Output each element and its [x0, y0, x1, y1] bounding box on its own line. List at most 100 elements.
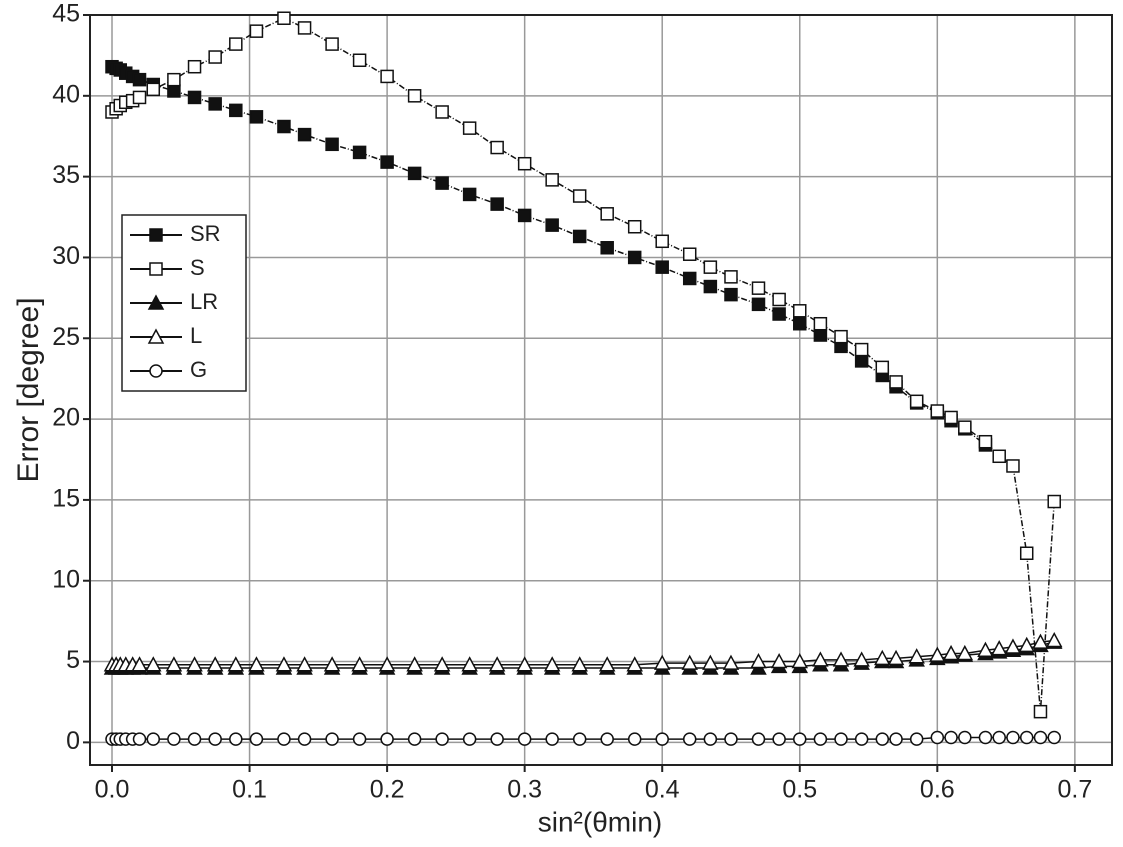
marker — [208, 97, 222, 111]
marker — [889, 375, 903, 389]
marker — [461, 656, 478, 672]
marker — [352, 53, 367, 68]
marker — [545, 218, 559, 232]
marker — [1032, 633, 1049, 649]
marker — [380, 155, 394, 169]
x-axis-label: sin²(θmin) — [538, 806, 662, 837]
marker — [875, 732, 890, 746]
marker — [351, 656, 368, 672]
marker — [380, 732, 394, 746]
legend-label: SR — [190, 221, 221, 246]
marker — [147, 328, 165, 344]
marker — [380, 69, 394, 84]
marker — [517, 732, 532, 746]
marker — [992, 449, 1006, 464]
marker — [992, 730, 1006, 745]
marker — [187, 59, 202, 74]
y-tick-label: 45 — [52, 0, 80, 28]
marker — [909, 732, 924, 746]
marker — [703, 260, 718, 274]
marker — [249, 110, 264, 124]
legend-label: LR — [190, 289, 218, 314]
marker — [208, 50, 222, 64]
marker — [167, 84, 181, 98]
marker — [517, 208, 532, 223]
x-tick-label: 0.2 — [370, 776, 405, 804]
marker — [791, 652, 809, 669]
marker — [296, 656, 313, 672]
marker — [751, 281, 766, 295]
marker — [600, 241, 614, 255]
y-tick-label: 0 — [66, 727, 80, 755]
marker — [435, 176, 449, 190]
marker — [854, 732, 869, 746]
marker — [187, 732, 202, 746]
marker — [149, 364, 163, 378]
marker — [978, 730, 993, 745]
marker — [682, 732, 697, 746]
marker — [853, 651, 870, 667]
marker — [1047, 494, 1061, 509]
marker — [249, 24, 264, 38]
y-tick-label: 35 — [52, 161, 80, 189]
marker — [1006, 459, 1020, 473]
marker — [325, 137, 339, 152]
marker — [572, 189, 587, 203]
plot-frame — [89, 14, 1113, 766]
marker — [958, 420, 972, 434]
marker — [297, 21, 312, 35]
marker — [978, 434, 993, 449]
marker — [206, 656, 224, 672]
marker — [813, 316, 828, 331]
y-tick-label: 25 — [52, 323, 80, 351]
marker — [874, 649, 891, 666]
marker — [875, 360, 890, 375]
marker — [297, 127, 312, 142]
marker — [793, 304, 807, 318]
marker — [724, 270, 738, 284]
y-tick-label: 20 — [52, 404, 80, 432]
marker — [490, 197, 504, 211]
marker — [462, 187, 477, 202]
marker — [545, 173, 559, 187]
marker — [462, 732, 477, 746]
marker — [275, 656, 293, 672]
marker — [703, 279, 718, 294]
marker — [572, 229, 587, 244]
marker — [249, 732, 264, 746]
marker — [681, 654, 698, 670]
marker — [958, 730, 972, 745]
marker — [598, 656, 616, 672]
marker — [297, 732, 312, 746]
marker — [146, 82, 161, 97]
marker — [751, 732, 766, 746]
legend-label: S — [190, 255, 205, 280]
marker — [627, 219, 642, 234]
marker — [406, 656, 423, 672]
marker — [229, 37, 243, 51]
marker — [834, 732, 848, 746]
marker — [750, 652, 767, 669]
marker — [277, 119, 291, 134]
marker — [793, 316, 807, 331]
marker — [435, 732, 449, 746]
marker — [517, 156, 532, 171]
marker — [908, 648, 925, 664]
marker — [145, 656, 162, 672]
y-tick-label: 40 — [52, 80, 80, 108]
marker — [572, 732, 587, 746]
marker — [944, 410, 958, 425]
marker — [132, 90, 147, 105]
marker — [131, 656, 148, 672]
marker — [132, 732, 147, 746]
marker — [149, 228, 163, 242]
marker — [435, 105, 449, 119]
marker — [187, 90, 202, 105]
marker — [600, 207, 614, 221]
marker — [167, 72, 181, 87]
y-tick-label: 10 — [52, 565, 80, 593]
marker — [543, 656, 561, 672]
marker — [909, 394, 924, 409]
marker — [929, 646, 946, 662]
marker — [944, 730, 958, 745]
